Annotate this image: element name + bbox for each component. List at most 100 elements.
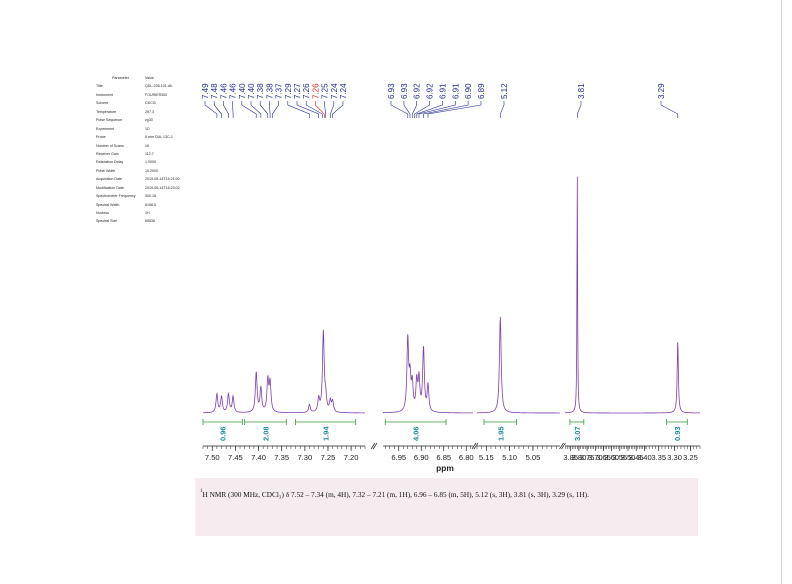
peak-label: 5.12 — [500, 83, 509, 99]
tick-label: 7.45 — [228, 453, 243, 462]
peak-leader-line — [259, 101, 269, 118]
parameter-value: 16 — [145, 143, 149, 148]
peak-label: 6.89 — [477, 83, 486, 99]
axis-break-mark — [372, 442, 378, 450]
parameter-row: Title QDL-235-101-Ah — [96, 84, 190, 88]
peak-label: 7.46 — [229, 83, 238, 99]
parameter-key: Solvent — [96, 101, 108, 106]
spectrum-segment — [646, 342, 701, 414]
peak-label: 3.29 — [657, 83, 666, 99]
parameter-key: Modification Date — [96, 185, 124, 190]
tick-label: 3.40 — [637, 453, 652, 462]
tick-label: 3.35 — [651, 453, 666, 462]
integral-label: 4.06 — [412, 426, 421, 441]
integral-label: 3.07 — [573, 426, 582, 441]
peak-leader-line — [414, 101, 430, 118]
parameter-row: Spectral Width 6158.5 — [96, 203, 190, 207]
peak-leader-line — [577, 101, 582, 118]
peak-label: 7.37 — [275, 83, 284, 99]
parameter-value: CDCl3 — [145, 101, 156, 106]
peak-label: 7.27 — [293, 83, 302, 99]
peak-leader-line — [232, 101, 234, 118]
parameter-value: 1.0000 — [145, 160, 156, 165]
peak-label: 6.93 — [400, 83, 409, 99]
caption-superscript: 1 — [200, 489, 203, 494]
parameter-value: zg30 — [145, 118, 153, 123]
x-axis: 7.50 7.45 7.40 7.35 7.30 7.25 7.20 6.95 6.90 6.85… — [202, 442, 701, 462]
tick-label: 3.65 — [596, 453, 611, 462]
peak-leader-line — [500, 101, 505, 118]
peak-leader-line — [287, 101, 310, 118]
peak-leader-line — [390, 101, 409, 118]
parameter-key: Number of Scans — [96, 143, 124, 148]
integral-label: 1.95 — [496, 426, 505, 441]
tick-label: 3.60 — [604, 453, 619, 462]
peak-leader-line — [332, 101, 344, 118]
parameter-key: Temperature — [96, 109, 117, 114]
peak-label: 7.38 — [256, 83, 265, 99]
parameter-header-key: Parameter — [112, 76, 129, 80]
peak-label: 7.49 — [201, 83, 210, 99]
parameter-value: 5 mm DUL 13C-1 — [145, 135, 173, 140]
parameter-value: 1D — [145, 126, 150, 131]
parameter-key: Pulse Width — [96, 168, 116, 173]
parameter-row: Number of Scans 16 — [96, 144, 190, 148]
spectrum — [202, 176, 701, 414]
tick-label: 3.85 — [563, 453, 578, 462]
peak-leader-line — [324, 101, 326, 118]
parameter-value: 300.18 — [145, 194, 156, 199]
peak-label: 3.81 — [577, 83, 586, 99]
peak-label: 7.40 — [247, 83, 256, 99]
nmr-spectrum-chart: 7.49 7.48 7.46 7.46 7.40 7.40 7.38 7.38 7.37 7.29… — [201, 83, 701, 473]
axis-break-mark — [561, 442, 566, 450]
spectrum-segment — [564, 176, 646, 414]
axis-break-mark — [471, 442, 477, 450]
parameter-key: Receiver Gain — [96, 151, 119, 156]
tick-label: 7.30 — [297, 453, 312, 462]
peak-label: 6.92 — [413, 83, 422, 99]
parameter-key: Instrument — [96, 92, 113, 97]
peak-leader-line — [272, 101, 279, 118]
peak-leader-line — [403, 101, 411, 118]
parameter-row: Instrument FOURIER300 — [96, 93, 190, 97]
peak-leader-line — [213, 101, 222, 118]
parameter-key: Relaxation Delay — [96, 160, 124, 165]
parameter-key: Probe — [96, 135, 106, 140]
parameter-value: 2019-05-14T16:23:02 — [145, 185, 180, 190]
tick-label: 7.40 — [251, 453, 266, 462]
parameter-row: Solvent CDCl3 — [96, 101, 190, 105]
peak-label: 7.46 — [219, 83, 228, 99]
peak-leader-line — [660, 101, 679, 118]
tick-label: 5.10 — [502, 453, 517, 462]
tick-label: 3.25 — [683, 453, 698, 462]
tick-label: 7.20 — [344, 453, 359, 462]
parameter-row: Acquisition Date 2019-05-14T15:21:00 — [96, 177, 190, 181]
parameter-row: Relaxation Delay 1.0000 — [96, 160, 190, 164]
parameter-rows: Title QDL-235-101-Ah Instrument FOURIER300 S… — [96, 84, 190, 223]
parameter-value: 112.7 — [145, 151, 154, 156]
parameter-row: Receiver Gain 112.7 — [96, 152, 190, 156]
parameter-value: 1H — [145, 211, 150, 216]
tick-label: 3.30 — [667, 453, 682, 462]
spectrum-segment — [382, 334, 473, 414]
peak-label: 7.29 — [284, 83, 293, 99]
parameter-key: Title — [96, 84, 103, 89]
peak-leader-line — [412, 101, 417, 118]
peak-label: 6.93 — [387, 83, 396, 99]
peak-label: 7.26 — [302, 83, 311, 99]
peak-label: 7.48 — [210, 83, 219, 99]
spectrum-segment — [477, 316, 560, 414]
parameter-value: 297.3 — [145, 109, 154, 114]
peak-leader-line — [204, 101, 218, 118]
tick-label: 3.55 — [612, 453, 627, 462]
parameter-row: Probe 5 mm DUL 13C-1 — [96, 135, 190, 139]
peak-leader-line — [269, 101, 271, 118]
peak-label: 7.25 — [321, 83, 330, 99]
parameter-key: Pulse Sequence — [96, 118, 123, 123]
parameter-value: 6158.5 — [145, 202, 156, 207]
tick-label: 7.35 — [274, 453, 289, 462]
tick-label: 3.75 — [580, 453, 595, 462]
parameter-table: Parameter Value Title QDL-235-101-Ah Instr… — [96, 76, 190, 228]
peak-leader-line — [330, 101, 335, 118]
parameter-key: Spectral Size — [96, 219, 118, 224]
